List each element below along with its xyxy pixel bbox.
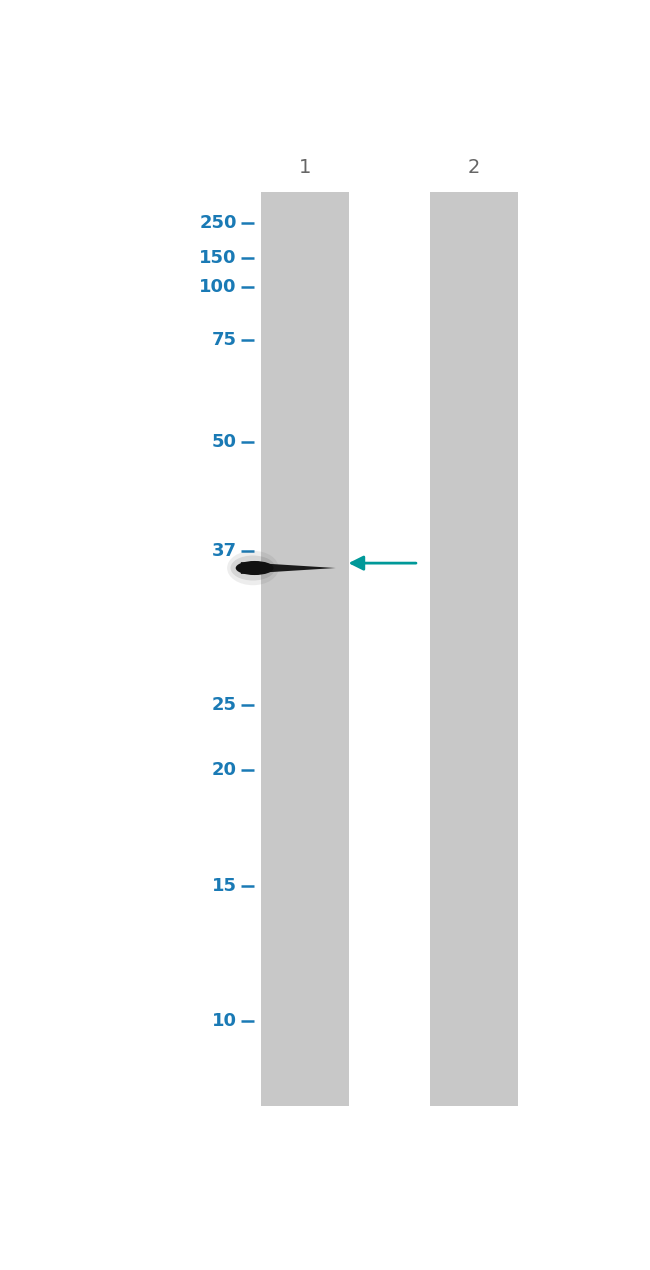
- Text: 50: 50: [212, 433, 237, 451]
- Text: 150: 150: [200, 249, 237, 267]
- Text: 10: 10: [212, 1012, 237, 1030]
- Ellipse shape: [227, 551, 279, 585]
- Polygon shape: [241, 563, 335, 574]
- Bar: [430, 192, 518, 1106]
- Text: 20: 20: [212, 762, 237, 780]
- Ellipse shape: [231, 555, 275, 580]
- Text: 100: 100: [200, 278, 237, 296]
- Bar: [261, 192, 350, 1106]
- Ellipse shape: [236, 561, 274, 575]
- Text: 37: 37: [212, 542, 237, 560]
- Text: 250: 250: [200, 213, 237, 232]
- Text: 1: 1: [299, 157, 311, 177]
- Text: 15: 15: [212, 876, 237, 895]
- Text: 75: 75: [212, 331, 237, 349]
- Text: 25: 25: [212, 696, 237, 714]
- Text: 2: 2: [468, 157, 480, 177]
